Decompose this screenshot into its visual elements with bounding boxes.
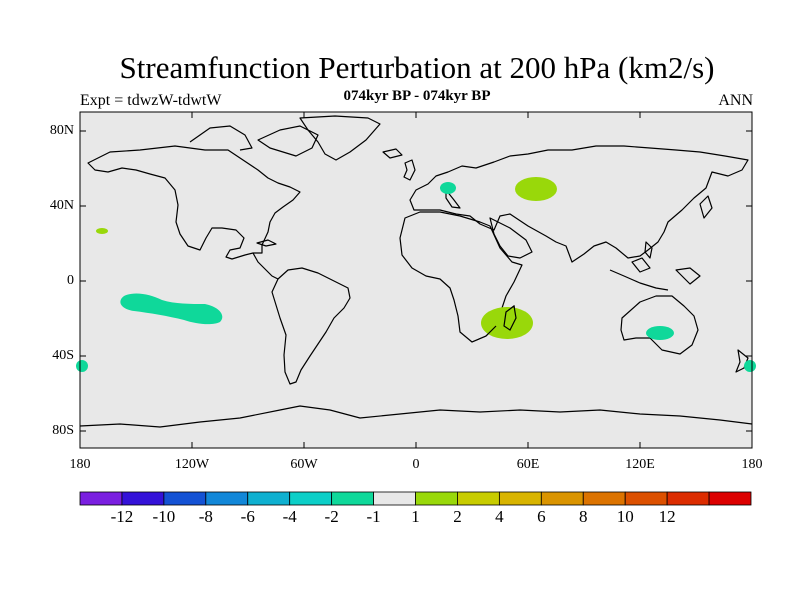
colorbar-swatch [373, 491, 416, 506]
colorbar-swatch [666, 491, 710, 506]
coast-new-zealand [735, 349, 749, 373]
coast-madagascar-overlay [503, 304, 517, 331]
coast-africa-overlay [471, 325, 497, 343]
lat-label-40s: 40S [52, 348, 74, 363]
lon-tick-marks [79, 112, 753, 448]
lon-label-0: 0 [412, 457, 420, 472]
map-title: Streamfunction Perturbation at 200 hPa (… [119, 50, 715, 85]
coast-central-america [252, 252, 279, 280]
coast-indonesia [609, 257, 701, 291]
colorbar-swatch [624, 491, 668, 506]
colorbar-label: 10 [616, 507, 634, 526]
pert-neg-mexico [96, 228, 108, 234]
pert-neg-australia [646, 326, 674, 340]
lon-label-180w: 180 [69, 457, 91, 472]
coast-cuba [256, 239, 277, 247]
lat-tick-marks [80, 130, 752, 432]
colorbar-label: 12 [658, 507, 676, 526]
coast-italy [445, 189, 461, 209]
lon-label-180e: 180 [741, 457, 763, 472]
colorbar-swatch [457, 491, 500, 506]
colorbar-label: -1 [366, 507, 381, 526]
colorbar [79, 491, 752, 506]
colorbar-label: -8 [198, 507, 213, 526]
lon-label-120e: 120E [625, 457, 655, 472]
colorbar-label: 1 [411, 507, 420, 526]
lon-label-60w: 60W [290, 457, 318, 472]
colorbar-swatch [289, 491, 333, 506]
colorbar-label: 6 [537, 507, 546, 526]
pert-neg-south-pacific [120, 293, 223, 325]
coast-uk [403, 159, 416, 181]
perturbation-regions [76, 177, 756, 372]
pert-neg-west-edge [76, 360, 88, 372]
coast-australia [620, 295, 699, 355]
colorbar-swatch [121, 491, 165, 506]
colorbar-swatch [540, 491, 584, 506]
coast-iceland [382, 148, 403, 159]
experiment-label: Expt = tdwzW-tdwtW [80, 92, 222, 109]
lat-label-0: 0 [67, 273, 74, 288]
colorbar-label: -4 [282, 507, 297, 526]
pert-pos-madagascar [481, 307, 533, 339]
colorbar-swatch [708, 491, 752, 506]
coast-antarctica [79, 405, 753, 428]
coast-japan [699, 195, 713, 219]
colorbar-label: -10 [152, 507, 176, 526]
lon-label-60e: 60E [516, 457, 540, 472]
colorbar-swatch [79, 491, 123, 506]
coastlines [79, 115, 753, 428]
colorbar-label: 2 [453, 507, 462, 526]
lon-label-120w: 120W [174, 457, 210, 472]
colorbar-swatch [582, 491, 626, 506]
lat-label-80n: 80N [49, 123, 74, 138]
lat-label-40n: 40N [49, 198, 74, 213]
colorbar-label: -12 [110, 507, 134, 526]
coast-eurasia [409, 145, 749, 263]
colorbar-swatch [415, 491, 458, 506]
coast-south-america [271, 267, 351, 385]
map-panel [80, 112, 752, 448]
colorbar-swatch [498, 491, 542, 506]
coast-canada-arctic [189, 125, 319, 157]
colorbar-swatch [331, 491, 374, 506]
colorbar-swatch [163, 491, 207, 506]
coast-greenland [299, 115, 381, 161]
coast-north-america [87, 145, 301, 260]
colorbar-label: -2 [324, 507, 339, 526]
coast-philippines [644, 241, 653, 259]
colorbar-label: 4 [495, 507, 504, 526]
pert-neg-east-edge [744, 360, 756, 372]
colorbar-swatch [205, 491, 249, 506]
period-label: 074kyr BP - 074kyr BP [343, 88, 491, 104]
pert-pos-central-asia [515, 177, 557, 201]
colorbar-label: -6 [240, 507, 255, 526]
colorbar-label: 8 [579, 507, 588, 526]
season-label: ANN [718, 92, 753, 109]
pert-neg-central-europe [440, 182, 456, 194]
colorbar-swatch [247, 491, 291, 506]
lat-label-80s: 80S [52, 423, 74, 438]
